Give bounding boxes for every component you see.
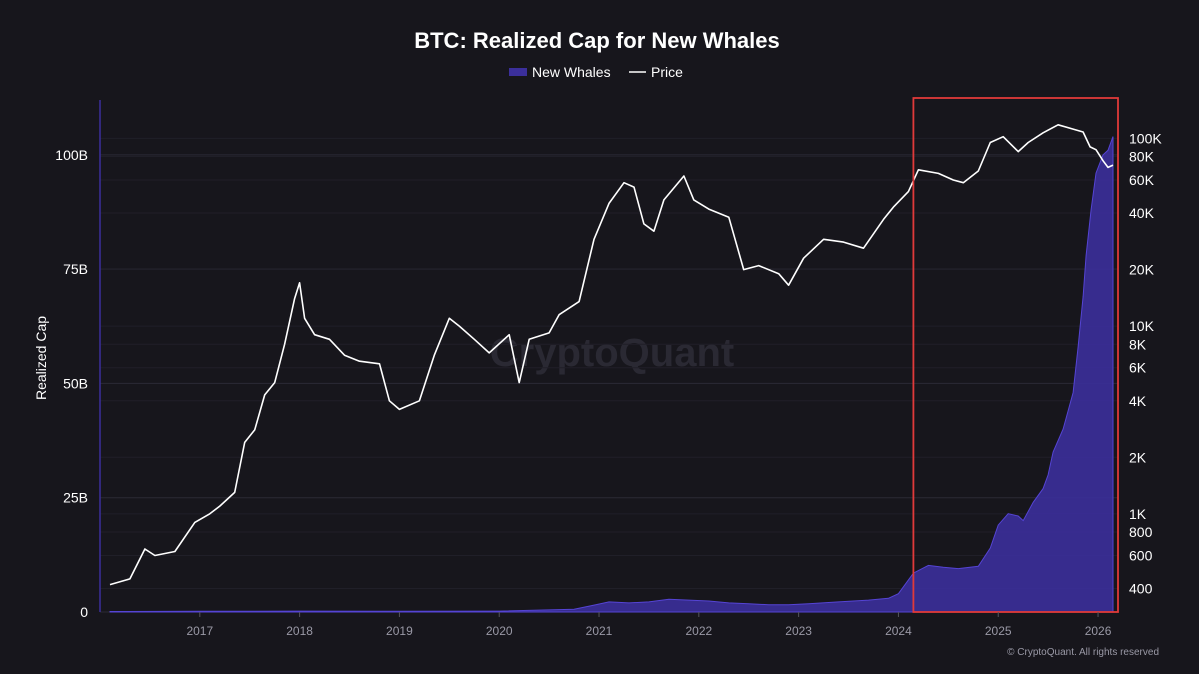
y-tick-right-0: 400	[1129, 581, 1153, 597]
y-tick-right-5: 4K	[1129, 393, 1147, 409]
axis-left: 0 25B 50B 75B 100B	[55, 100, 101, 620]
y-tick-left-1: 25B	[63, 490, 88, 506]
new-whales-area-layer	[109, 136, 1114, 613]
x-tick-label-8: 2025	[985, 624, 1012, 638]
legend-label-price: Price	[651, 64, 683, 80]
y-tick-right-10: 40K	[1129, 205, 1155, 221]
y-tick-right-6: 6K	[1129, 360, 1147, 376]
y-tick-left-0: 0	[80, 604, 88, 620]
legend: New Whales Price	[509, 64, 683, 80]
y-tick-left-2: 50B	[63, 375, 88, 391]
y-axis-label-left: Realized Cap	[33, 316, 49, 400]
x-tick-label-6: 2023	[785, 624, 812, 638]
y-tick-right-12: 80K	[1129, 149, 1155, 165]
y-tick-right-9: 20K	[1129, 262, 1155, 278]
axis-x: 2017 2018 2019 2020 2021 2022 2023 2024 2025 2026	[186, 612, 1112, 638]
x-tick-label-2: 2019	[386, 624, 413, 638]
x-tick-label-4: 2021	[586, 624, 613, 638]
legend-swatch-new-whales	[509, 68, 527, 76]
y-tick-right-3: 1K	[1129, 506, 1147, 522]
x-tick-label-7: 2024	[885, 624, 912, 638]
annotation-layer	[912, 97, 1119, 613]
legend-label-new-whales: New Whales	[532, 64, 611, 80]
y-tick-right-2: 800	[1129, 524, 1153, 540]
x-tick-label-3: 2020	[486, 624, 513, 638]
chart-title: BTC: Realized Cap for New Whales	[414, 28, 780, 53]
y-tick-right-13: 100K	[1129, 130, 1162, 146]
highlight-rectangle	[912, 97, 1119, 613]
series-new-whales-area	[109, 136, 1114, 613]
y-tick-right-4: 2K	[1129, 449, 1147, 465]
series-price-line	[109, 124, 1114, 586]
axis-right: 400 600 800 1K 2K 4K 6K 8K 10K 20K 40K 60K 80K 100K	[1129, 130, 1162, 596]
x-tick-label-9: 2026	[1085, 624, 1112, 638]
y-tick-right-7: 8K	[1129, 336, 1147, 352]
y-tick-left-3: 75B	[63, 261, 88, 277]
copyright-footer: © CryptoQuant. All rights reserved	[1007, 647, 1159, 658]
y-tick-right-1: 600	[1129, 547, 1153, 563]
y-tick-right-8: 10K	[1129, 318, 1155, 334]
y-tick-left-4: 100B	[55, 147, 88, 163]
y-tick-right-11: 60K	[1129, 172, 1155, 188]
x-tick-label-1: 2018	[286, 624, 313, 638]
x-tick-label-5: 2022	[685, 624, 712, 638]
price-line-layer	[109, 124, 1114, 586]
x-tick-label-0: 2017	[186, 624, 213, 638]
grid	[100, 137, 1118, 613]
